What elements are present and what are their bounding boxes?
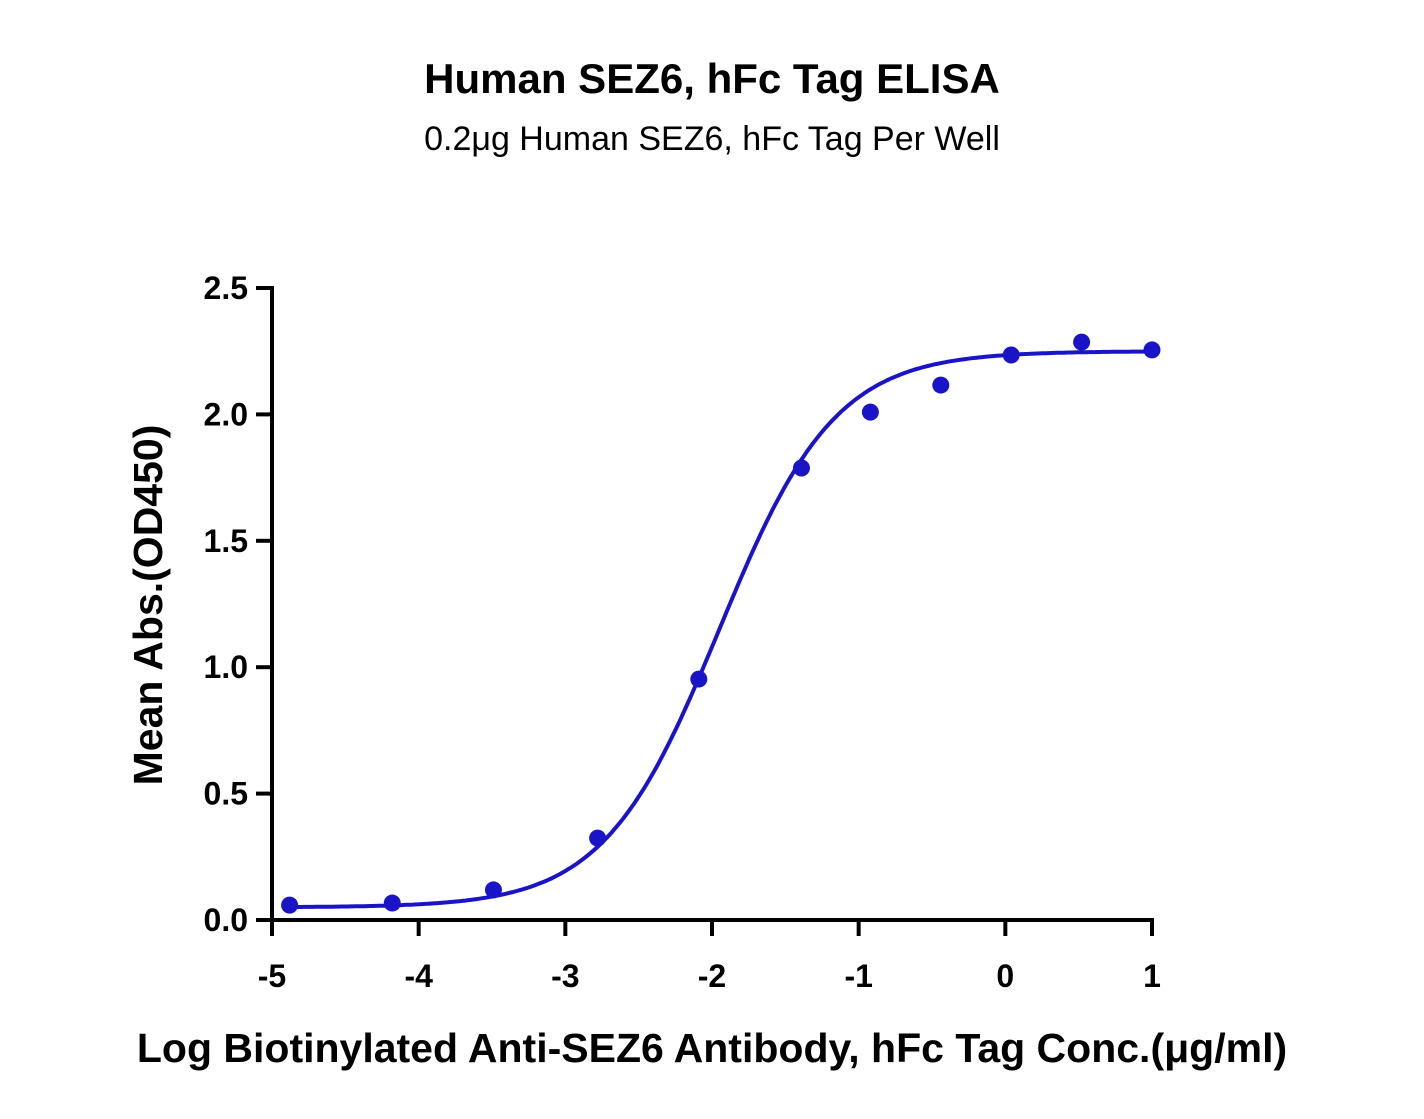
x-tick-label: 0 xyxy=(996,958,1014,994)
y-tick-label: 2.0 xyxy=(204,396,248,432)
data-point xyxy=(383,894,401,912)
y-axis-label: Mean Abs.(OD450) xyxy=(125,425,171,786)
y-tick-label: 2.5 xyxy=(204,270,248,306)
data-point xyxy=(281,896,299,914)
data-point xyxy=(589,829,607,847)
data-point xyxy=(1143,341,1161,359)
data-point xyxy=(932,376,950,394)
data-point xyxy=(1073,333,1091,351)
data-point xyxy=(484,881,502,899)
chart-title: Human SEZ6, hFc Tag ELISA xyxy=(424,55,1000,102)
chart-subtitle: 0.2μg Human SEZ6, hFc Tag Per Well xyxy=(424,120,1000,158)
x-tick-label: -2 xyxy=(698,958,726,994)
x-tick-label: -5 xyxy=(258,958,286,994)
data-point xyxy=(1002,346,1020,364)
x-tick-label: -3 xyxy=(551,958,579,994)
data-point xyxy=(861,403,879,421)
x-tick-label: 1 xyxy=(1143,958,1161,994)
x-tick-label: -1 xyxy=(844,958,872,994)
y-tick-label: 0.5 xyxy=(204,776,248,812)
y-tick-label: 0.0 xyxy=(204,902,248,938)
data-point xyxy=(690,670,708,688)
y-tick-label: 1.5 xyxy=(204,523,248,559)
y-tick-label: 1.0 xyxy=(204,649,248,685)
x-tick-label: -4 xyxy=(404,958,433,994)
x-axis-label: Log Biotinylated Anti-SEZ6 Antibody, hFc… xyxy=(137,1025,1287,1071)
fit-curve xyxy=(289,349,1152,909)
data-point xyxy=(792,459,810,477)
